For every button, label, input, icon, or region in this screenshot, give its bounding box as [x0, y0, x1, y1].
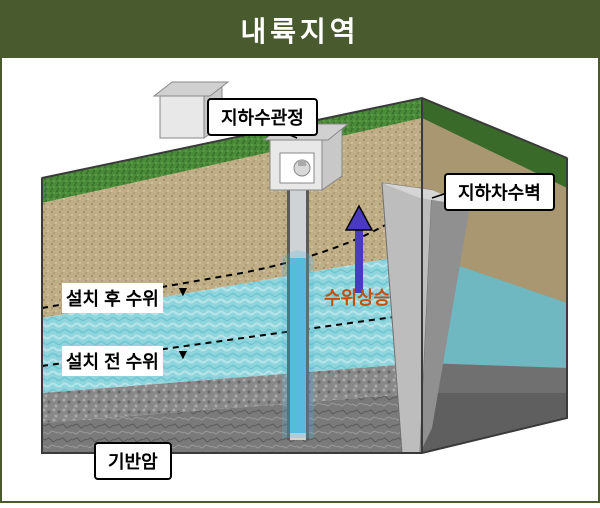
label-level-before: 설치 전 수위 — [62, 346, 163, 376]
triangle-after-icon: ▼ — [176, 283, 190, 299]
label-level-after: 설치 후 수위 — [62, 283, 163, 313]
title-bar: 내륙지역 — [2, 2, 598, 58]
diagram-frame: 내륙지역 — [0, 0, 600, 503]
label-monitoring-well: 지하수관정 — [207, 98, 318, 136]
label-rise: 수위상승 — [320, 282, 394, 312]
triangle-before-icon: ▼ — [176, 346, 190, 362]
label-bedrock: 기반암 — [94, 442, 172, 480]
cross-section-diagram: 지하수관정 지하차수벽 수위상승 설치 후 수위 ▼ 설치 전 수위 ▼ 기반암 — [2, 58, 598, 508]
title-text: 내륙지역 — [240, 16, 359, 47]
label-cutoff-wall: 지하차수벽 — [444, 173, 555, 211]
